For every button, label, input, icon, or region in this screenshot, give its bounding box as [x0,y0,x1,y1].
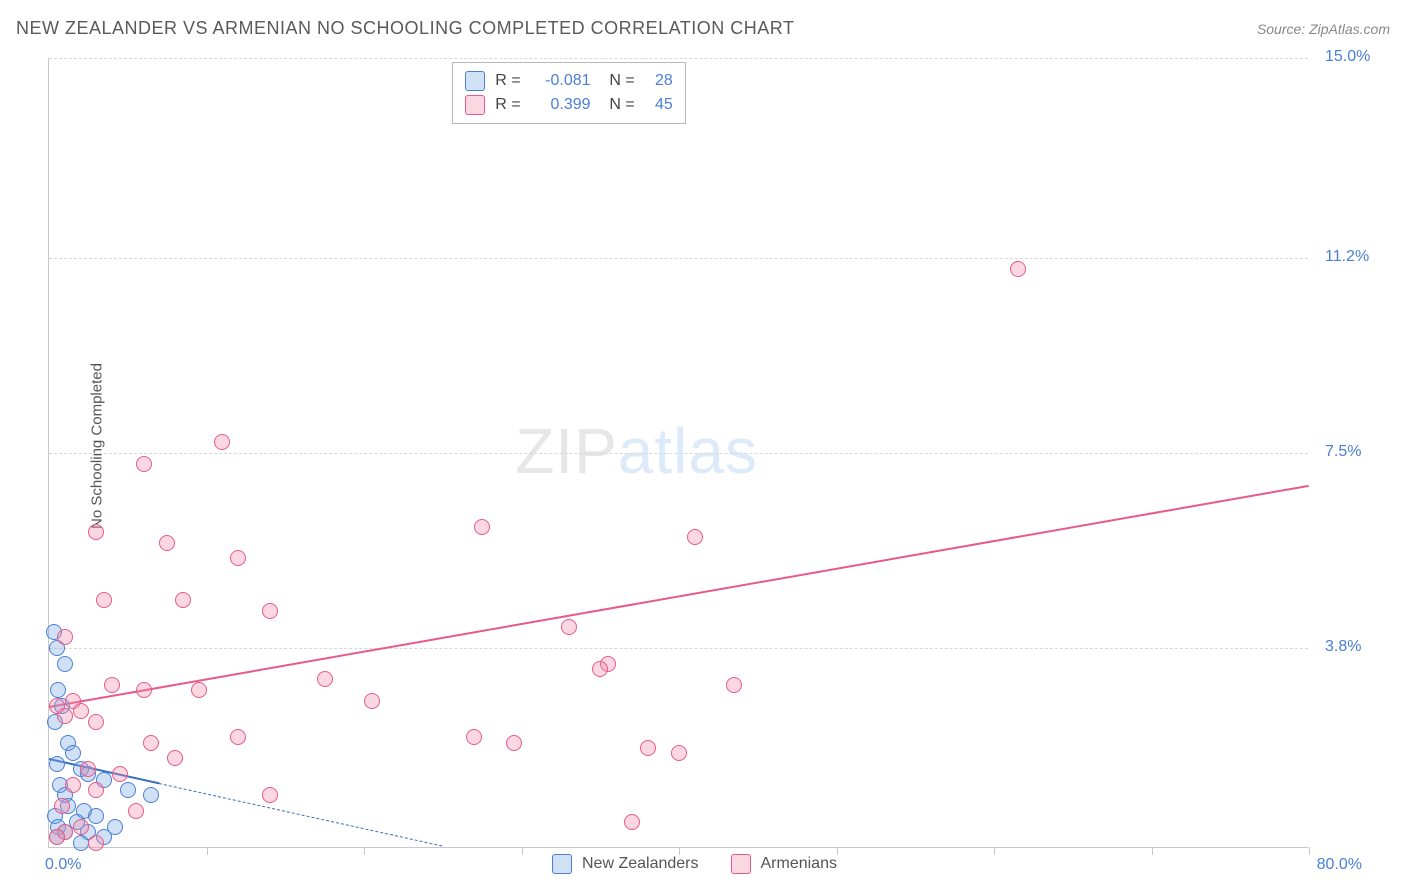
data-point [474,519,490,535]
data-point [50,682,66,698]
trend-line [49,485,1309,708]
x-tick [522,847,523,855]
chart-source: Source: ZipAtlas.com [1257,21,1390,37]
data-point [159,535,175,551]
x-tick [1152,847,1153,855]
data-point [191,682,207,698]
n-label: N = [601,69,635,93]
correlation-row: R = -0.081 N = 28 [465,69,673,93]
data-point [88,808,104,824]
data-point [104,677,120,693]
chart-header: NEW ZEALANDER VS ARMENIAN NO SCHOOLING C… [16,18,1390,39]
data-point [57,629,73,645]
legend-swatch [465,71,485,91]
correlation-row: R = 0.399 N = 45 [465,93,673,117]
data-point [466,729,482,745]
data-point [214,434,230,450]
data-point [120,782,136,798]
legend-swatch [465,95,485,115]
data-point [1010,261,1026,277]
data-point [96,592,112,608]
data-point [73,703,89,719]
data-point [57,708,73,724]
data-point [624,814,640,830]
x-tick [364,847,365,855]
watermark-zip: ZIP [515,415,618,487]
data-point [143,735,159,751]
data-point [57,656,73,672]
chart-title: NEW ZEALANDER VS ARMENIAN NO SCHOOLING C… [16,18,794,39]
data-point [671,745,687,761]
data-point [88,524,104,540]
data-point [136,682,152,698]
x-tick-label: 0.0% [45,856,81,874]
legend-swatch [552,854,572,874]
data-point [112,766,128,782]
r-label: R = [495,93,520,117]
n-value: 28 [645,69,673,93]
gridline [49,648,1308,649]
data-point [65,745,81,761]
legend-label: New Zealanders [582,855,699,873]
y-tick-label: 3.8% [1325,638,1361,656]
data-point [230,550,246,566]
data-point [88,782,104,798]
gridline [49,258,1308,259]
y-tick-label: 11.2% [1325,248,1369,266]
data-point [230,729,246,745]
x-tick [1309,847,1310,855]
y-tick-label: 7.5% [1325,443,1361,461]
data-point [73,835,89,851]
gridline [49,58,1308,59]
data-point [49,829,65,845]
data-point [88,835,104,851]
x-tick [207,847,208,855]
data-point [561,619,577,635]
gridline [49,453,1308,454]
n-value: 45 [645,93,673,117]
data-point [88,714,104,730]
data-point [167,750,183,766]
legend-item: New Zealanders [552,854,699,874]
data-point [506,735,522,751]
r-value: -0.081 [531,69,591,93]
data-point [262,787,278,803]
data-point [317,671,333,687]
data-point [262,603,278,619]
data-point [128,803,144,819]
legend-item: Armenians [731,854,837,874]
data-point [364,693,380,709]
data-point [592,661,608,677]
series-legend: New Zealanders Armenians [552,854,837,874]
data-point [49,756,65,772]
correlation-legend: R = -0.081 N = 28R = 0.399 N = 45 [452,62,686,124]
r-value: 0.399 [531,93,591,117]
y-tick-label: 15.0% [1325,48,1370,66]
legend-label: Armenians [761,855,837,873]
x-tick-label: 80.0% [1317,856,1362,874]
r-label: R = [495,69,520,93]
legend-swatch [731,854,751,874]
data-point [726,677,742,693]
watermark-atlas: atlas [618,415,758,487]
data-point [80,761,96,777]
data-point [136,456,152,472]
n-label: N = [601,93,635,117]
data-point [175,592,191,608]
data-point [640,740,656,756]
data-point [143,787,159,803]
data-point [73,819,89,835]
data-point [65,777,81,793]
trend-line-dashed [159,783,443,847]
data-point [687,529,703,545]
plot-area: ZIPatlas R = -0.081 N = 28R = 0.399 N = … [48,58,1308,848]
data-point [54,798,70,814]
x-tick [994,847,995,855]
watermark: ZIPatlas [515,414,758,488]
